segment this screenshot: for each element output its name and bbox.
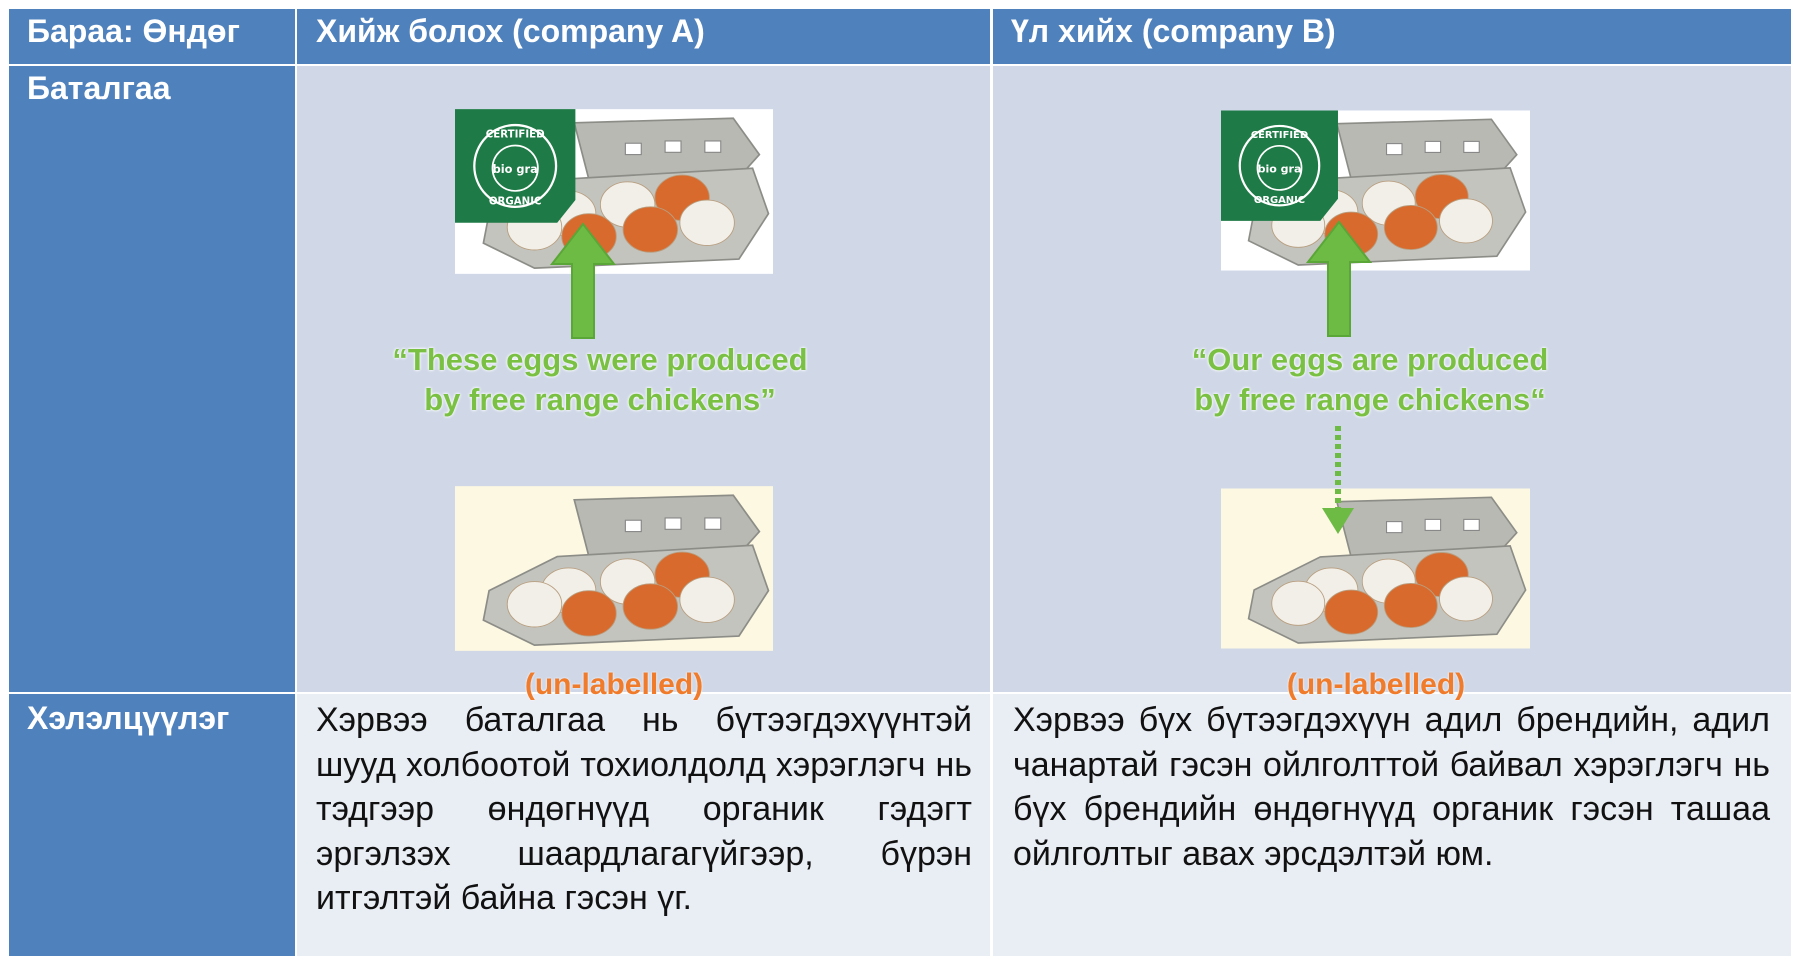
egg [1439,198,1493,244]
arrow [549,222,617,339]
header-cell: Үл хийх (company B) [993,9,1791,64]
egg [506,581,563,628]
dotted-arrow [1322,426,1354,534]
egg-image: CERTIFIED bio gra ORGANIC [455,109,773,274]
body-text: Хэрвээ бүх бүтээгдэхүүн адил брендийн, а… [1013,701,1770,873]
egg-image [455,486,773,651]
claim: “These eggs were produced by free range … [392,340,807,420]
lid-slot [1424,518,1442,531]
header-cell: Хийж болох (company A) [297,9,990,64]
row-label: Баталгаа [9,66,295,692]
egg [1324,589,1379,635]
lid-slot [624,142,642,156]
note: (un-labelled) [1286,668,1466,701]
lid-slot [664,517,682,530]
egg [679,199,735,246]
lid-slot [624,519,642,533]
egg [622,206,679,253]
arrow [1305,220,1373,337]
logo-text: ORGANIC [489,197,542,208]
logo-text: ORGANIC [1254,195,1305,206]
body-text: Хэрвээ баталгаа нь бүтээгдэхүүнтэй шууд … [316,701,972,918]
cell [297,694,990,956]
claim-line: by free range chickens“ [1194,382,1546,417]
note: (un-labelled) [524,668,704,701]
claim-line: by free range chickens” [424,382,776,417]
lid-slot [1424,140,1442,153]
claim: “Our eggs are produced by free range chi… [1192,340,1549,420]
lid-slot [704,140,722,153]
claim-line: “These eggs were produced [392,342,808,377]
logo-inner [491,144,539,192]
row-label: Хэлэлцүүлэг [9,694,295,956]
egg-image [1221,488,1530,649]
logo-inner [1256,144,1303,191]
lid-slot [1385,521,1403,534]
lid-slot [664,140,682,153]
header-cell: Бараа: Өндөг [9,9,295,64]
lid-slot [704,517,722,530]
lid-slot [1463,518,1480,531]
egg [1439,576,1493,622]
egg [1271,580,1326,626]
logo-text: CERTIFIED [486,130,545,141]
lid-slot [1385,143,1403,156]
claim-line: “Our eggs are produced [1191,342,1549,377]
egg-image: CERTIFIED bio gra ORGANIC [1221,110,1530,271]
cell [993,694,1791,956]
logo-text: bio gra [493,162,538,176]
egg [1383,204,1438,250]
lid-slot [1463,140,1480,153]
egg [622,583,679,630]
egg [561,590,617,637]
logo-ring [473,123,558,208]
egg [1383,582,1438,628]
egg [679,576,735,623]
logo-text: CERTIFIED [1251,130,1308,141]
logo-ring [1238,124,1321,207]
logo-text: bio gra [1258,162,1302,175]
